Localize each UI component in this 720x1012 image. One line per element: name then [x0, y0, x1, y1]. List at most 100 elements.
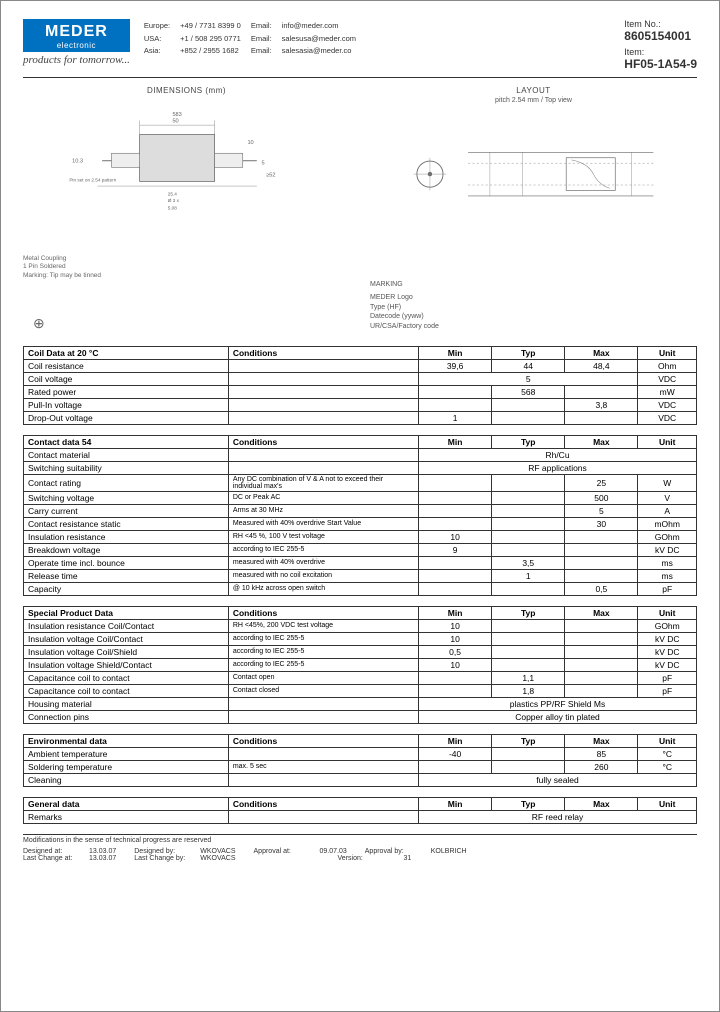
col-header: Min [419, 734, 492, 747]
table-row: Connection pinsCopper alloy tin plated [24, 710, 697, 723]
col-header: General data [24, 797, 229, 810]
svg-text:5: 5 [262, 161, 265, 167]
svg-text:10.3: 10.3 [72, 159, 83, 165]
header: MEDER electronic products for tomorrow..… [23, 19, 697, 71]
col-header: Typ [492, 435, 565, 448]
item-no: 8605154001 [624, 29, 697, 43]
table-row: Cleaningfully sealed [24, 773, 697, 786]
col-header: Unit [638, 435, 697, 448]
col-header: Typ [492, 734, 565, 747]
contact-block: Europe:+49 / 7731 8399 0Email:info@meder… [142, 19, 612, 59]
divider [23, 77, 697, 78]
table-row: Insulation resistance Coil/ContactRH <45… [24, 619, 697, 632]
logo: MEDER electronic [23, 19, 130, 52]
logo-main: MEDER [33, 23, 120, 41]
svg-text:50: 50 [172, 118, 178, 124]
svg-text:Pin set on 2.54 pattern: Pin set on 2.54 pattern [69, 177, 116, 182]
spec-table: Contact data 54ConditionsMinTypMaxUnitCo… [23, 435, 697, 596]
table-row: Switching suitabilityRF applications [24, 461, 697, 474]
col-header: Conditions [228, 606, 418, 619]
layout-sub: pitch 2.54 mm / Top view [370, 97, 697, 104]
dimensions-diagram: DIMENSIONS (mm) 50 583 25.4 Ø 3 x 10.3 1… [23, 86, 350, 332]
table-row: Housing materialplastics PP/RF Shield Ms [24, 697, 697, 710]
col-header: Typ [492, 797, 565, 810]
table-row: Carry currentArms at 30 MHz5A [24, 504, 697, 517]
col-header: Min [419, 606, 492, 619]
origin-marker: ⊕ [33, 315, 45, 332]
col-header: Conditions [228, 734, 418, 747]
col-header: Unit [638, 734, 697, 747]
table-row: RemarksRF reed relay [24, 810, 697, 823]
col-header: Typ [492, 346, 565, 359]
layout-diagram: LAYOUT pitch 2.54 mm / Top view MARKING [370, 86, 697, 332]
table-row: Insulation resistanceRH <45 %, 100 V tes… [24, 530, 697, 543]
svg-text:5.08: 5.08 [168, 206, 177, 211]
spec-tables: Coil Data at 20 °CConditionsMinTypMaxUni… [23, 346, 697, 824]
table-row: Pull-In voltage3,8VDC [24, 398, 697, 411]
table-row: Contact ratingAny DC combination of V & … [24, 474, 697, 491]
col-header: Special Product Data [24, 606, 229, 619]
datasheet-page: MEDER electronic products for tomorrow..… [0, 0, 720, 1012]
spec-table: General dataConditionsMinTypMaxUnitRemar… [23, 797, 697, 824]
logo-sub: electronic [33, 41, 120, 50]
col-header: Unit [638, 606, 697, 619]
table-row: Capacity@ 10 kHz across open switch0,5pF [24, 582, 697, 595]
table-row: Coil voltage5VDC [24, 372, 697, 385]
svg-text:≥52: ≥52 [266, 173, 275, 179]
col-header: Contact data 54 [24, 435, 229, 448]
table-row: Coil resistance39,64448,4Ohm [24, 359, 697, 372]
item-label: Item: [624, 47, 697, 57]
table-row: Capacitance coil to contactContact close… [24, 684, 697, 697]
table-row: Switching voltageDC or Peak AC500V [24, 491, 697, 504]
col-header: Max [565, 346, 638, 359]
svg-text:10: 10 [247, 140, 253, 146]
spec-table: Environmental dataConditionsMinTypMaxUni… [23, 734, 697, 787]
dim-title: DIMENSIONS (mm) [23, 86, 350, 95]
table-row: Contact materialRh/Cu [24, 448, 697, 461]
col-header: Coil Data at 20 °C [24, 346, 229, 359]
spec-table: Coil Data at 20 °CConditionsMinTypMaxUni… [23, 346, 697, 425]
col-header: Conditions [228, 797, 418, 810]
table-row: Drop-Out voltage1VDC [24, 411, 697, 424]
svg-text:583: 583 [172, 112, 181, 118]
svg-text:25.4: 25.4 [168, 191, 177, 196]
spec-table: Special Product DataConditionsMinTypMaxU… [23, 606, 697, 724]
col-header: Typ [492, 606, 565, 619]
dim-notes: Metal Coupling 1 Pin Soldered Marking: T… [23, 255, 350, 280]
table-row: Insulation voltage Coil/Shieldaccording … [24, 645, 697, 658]
col-header: Environmental data [24, 734, 229, 747]
layout-svg [370, 110, 697, 260]
dimensions-svg: 50 583 25.4 Ø 3 x 10.3 10 5 Pin set on 2… [23, 97, 350, 247]
item-block: Item No.: 8605154001 Item: HF05-1A54-9 [624, 19, 697, 71]
footer-rows: Designed at:13.03.07Designed by:WKOVACSA… [23, 848, 697, 862]
tagline: products for tomorrow... [23, 54, 130, 66]
table-row: Breakdown voltageaccording to IEC 255-59… [24, 543, 697, 556]
col-header: Conditions [228, 346, 418, 359]
table-row: Capacitance coil to contactContact open1… [24, 671, 697, 684]
table-row: Operate time incl. bouncemeasured with 4… [24, 556, 697, 569]
layout-title: LAYOUT [370, 86, 697, 95]
svg-text:Ø 3 x: Ø 3 x [168, 198, 180, 203]
marking-title: MARKING [370, 280, 697, 290]
col-header: Max [565, 797, 638, 810]
table-row: Release timemeasured with no coil excita… [24, 569, 697, 582]
table-row: Rated power568mW [24, 385, 697, 398]
col-header: Unit [638, 346, 697, 359]
table-row: Insulation voltage Shield/Contactaccordi… [24, 658, 697, 671]
col-header: Min [419, 435, 492, 448]
col-header: Max [565, 734, 638, 747]
col-header: Max [565, 606, 638, 619]
footer-note: Modifications in the sense of technical … [23, 837, 697, 844]
col-header: Conditions [228, 435, 418, 448]
item-name: HF05-1A54-9 [624, 57, 697, 71]
item-no-label: Item No.: [624, 19, 697, 29]
table-row: Contact resistance staticMeasured with 4… [24, 517, 697, 530]
col-header: Min [419, 797, 492, 810]
col-header: Max [565, 435, 638, 448]
table-row: Soldering temperaturemax. 5 sec260°C [24, 760, 697, 773]
contact-table: Europe:+49 / 7731 8399 0Email:info@meder… [142, 19, 366, 59]
logo-block: MEDER electronic products for tomorrow..… [23, 19, 130, 66]
table-row: Ambient temperature-4085°C [24, 747, 697, 760]
table-row: Insulation voltage Coil/Contactaccording… [24, 632, 697, 645]
diagram-area: DIMENSIONS (mm) 50 583 25.4 Ø 3 x 10.3 1… [23, 86, 697, 332]
